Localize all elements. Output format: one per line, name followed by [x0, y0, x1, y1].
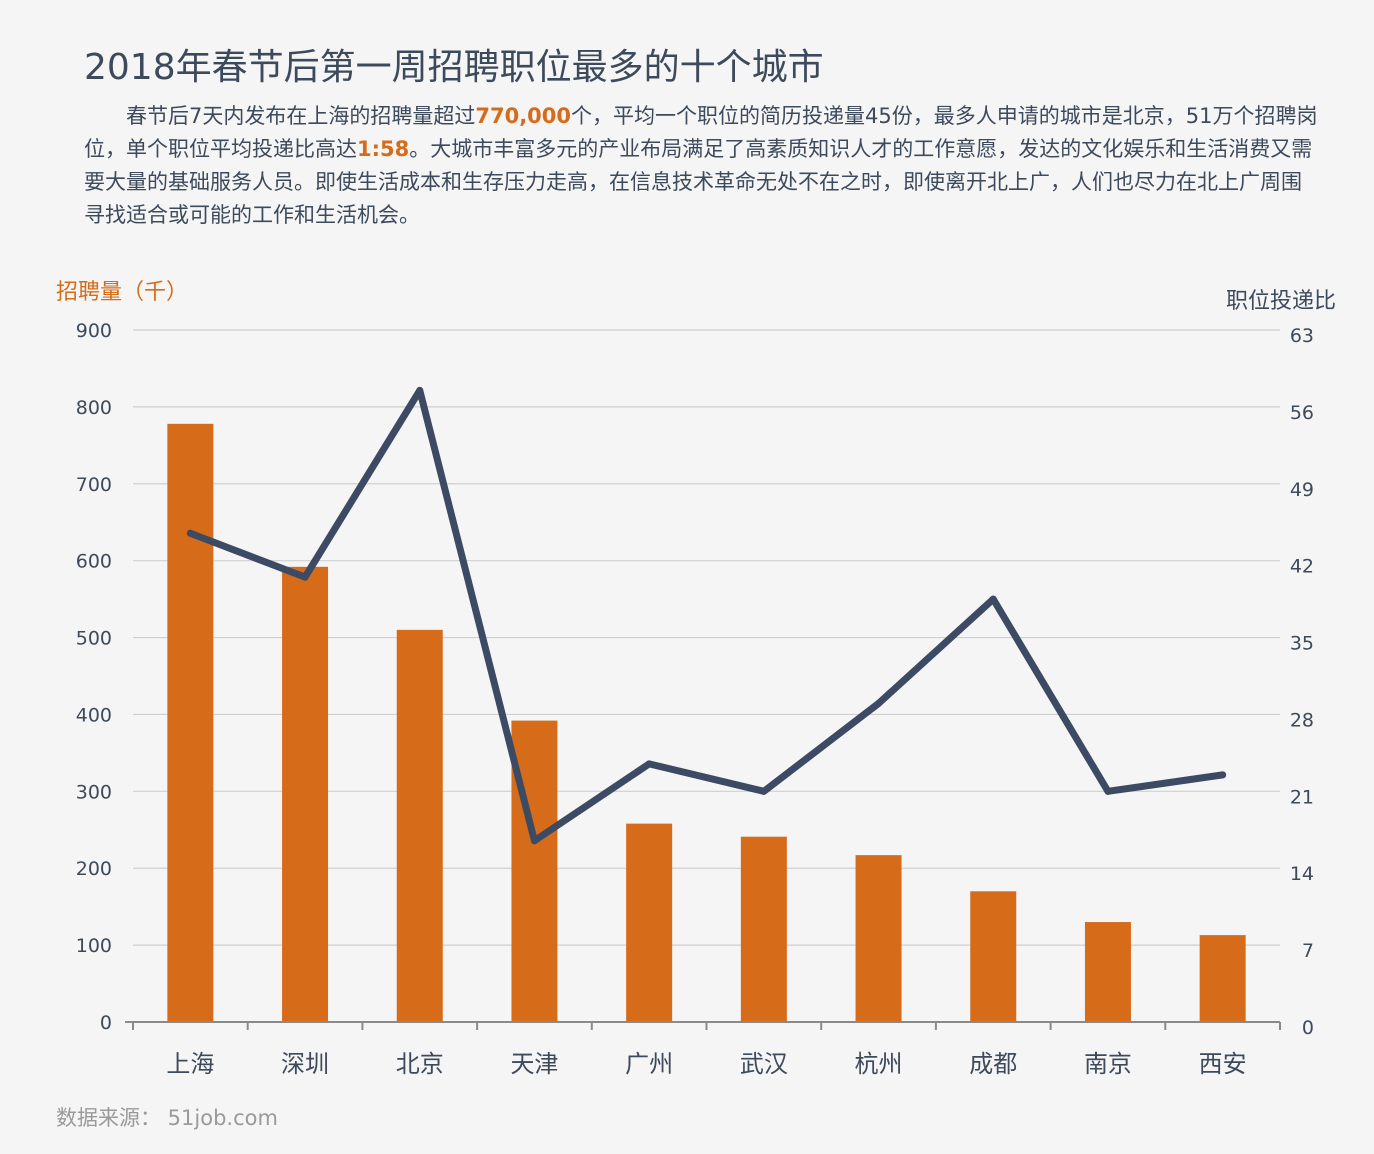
description-part1: 春节后7天内发布在上海的招聘量超过: [126, 104, 476, 128]
line-point: [1104, 787, 1112, 795]
description-part3: 。大城市丰富多元的产业布局满足了高素质知识人才的工作意愿，发达的文化娱乐和生活消…: [84, 137, 1313, 227]
right-tick-label: 35: [1290, 633, 1314, 655]
right-tick-label: 14: [1290, 863, 1314, 885]
right-axis-title: 职位投递比: [1225, 289, 1336, 314]
right-tick-label: 56: [1290, 402, 1314, 424]
line-point: [301, 573, 309, 581]
line-point: [875, 699, 883, 707]
category-label: 上海: [166, 1050, 214, 1078]
left-tick-label: 800: [76, 397, 112, 419]
axes: 0 100 200 300 400 500 600 700 800 900 0 7 14 21 28 35 42…: [76, 320, 1314, 1078]
category-label: 深圳: [281, 1050, 329, 1078]
bar: [740, 836, 787, 1022]
line-point: [186, 529, 194, 537]
bar: [1199, 935, 1246, 1022]
page-title: 2018年春节后第一周招聘职位最多的十个城市: [84, 47, 824, 88]
right-tick-label: 21: [1290, 786, 1314, 808]
left-tick-label: 900: [76, 320, 112, 342]
bar: [855, 855, 902, 1022]
bar-series: [167, 423, 1246, 1022]
line-point: [416, 386, 424, 394]
left-tick-label: 400: [76, 704, 112, 726]
right-tick-label: 7: [1302, 940, 1314, 962]
category-label: 天津: [510, 1050, 558, 1078]
left-axis-title: 招聘量（千）: [56, 280, 189, 305]
line-point: [760, 787, 768, 795]
line-point: [989, 595, 997, 603]
grid-lines: [133, 329, 1280, 946]
category-label: 成都: [969, 1050, 1017, 1078]
left-tick-label: 600: [76, 551, 112, 573]
data-source: 数据来源： 51job.com: [56, 1106, 278, 1130]
bar: [167, 423, 214, 1022]
line-point: [1219, 771, 1227, 779]
left-tick-label: 0: [100, 1012, 112, 1034]
bar: [1084, 922, 1131, 1022]
description-highlight-volume: 770,000: [475, 104, 572, 128]
bar: [282, 566, 329, 1022]
right-tick-label: 0: [1302, 1017, 1314, 1039]
line-point: [530, 837, 538, 845]
bar: [970, 891, 1017, 1022]
left-tick-label: 500: [76, 628, 112, 650]
line-series: [186, 386, 1227, 845]
category-label: 杭州: [855, 1050, 903, 1078]
right-tick-label: 49: [1290, 479, 1314, 501]
bar: [626, 823, 673, 1022]
right-tick-label: 28: [1290, 709, 1314, 731]
description-highlight-ratio: 1:58: [357, 137, 410, 161]
category-label: 北京: [396, 1050, 444, 1078]
bar: [396, 629, 443, 1022]
description: 春节后7天内发布在上海的招聘量超过770,000个，平均一个职位的简历投递量45…: [84, 100, 1320, 232]
left-tick-label: 700: [76, 474, 112, 496]
right-tick-label: 42: [1290, 556, 1314, 578]
category-label: 武汉: [740, 1050, 788, 1078]
ratio-line: [186, 386, 1227, 845]
category-label: 南京: [1084, 1050, 1132, 1078]
left-tick-label: 200: [76, 858, 112, 880]
line-point: [645, 760, 653, 768]
description-part2: 个，平均一个职位的简历投递量45份，最多人申请的城市是北京，51万个招聘岗位，单…: [84, 104, 1318, 161]
left-tick-label: 100: [76, 935, 112, 957]
right-tick-label: 63: [1290, 325, 1314, 347]
category-label: 广州: [625, 1050, 673, 1078]
category-label: 西安: [1199, 1050, 1247, 1078]
left-tick-label: 300: [76, 781, 112, 803]
